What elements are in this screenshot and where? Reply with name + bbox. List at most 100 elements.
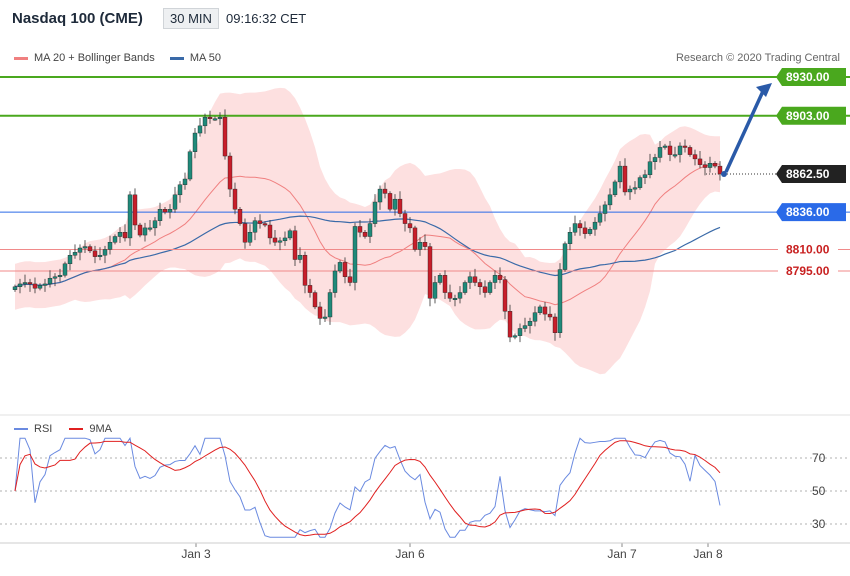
rsi-ma-legend-label: 9MA (89, 423, 113, 435)
candle-body (292, 230, 298, 260)
x-tick-label: Jan 6 (395, 547, 425, 561)
level-label-box (776, 165, 846, 183)
candle-body (67, 254, 73, 265)
candle-body (72, 252, 78, 256)
legend-ma50-label: MA 50 (189, 52, 222, 64)
candle-body (282, 237, 288, 242)
candle-body (472, 276, 478, 283)
level-label: 8903.00 (786, 109, 830, 123)
candle-body (562, 243, 568, 270)
rsi-tick-label: 30 (812, 517, 826, 531)
candle-body (27, 282, 33, 285)
timestamp: 09:16:32 CET (226, 11, 307, 26)
candle-body (647, 161, 653, 175)
candle-body (262, 223, 268, 226)
candle-body (387, 193, 393, 210)
candle-body (352, 226, 358, 283)
candle-body (87, 246, 93, 252)
candle-body (697, 158, 703, 165)
level-label-box (776, 68, 846, 86)
candle-body (512, 335, 518, 338)
candle-body (177, 184, 183, 196)
level-label-box (778, 262, 838, 280)
level-label-box (776, 203, 846, 222)
candle-body (402, 213, 408, 224)
legend-bb: MA 20 + Bollinger Bands (14, 52, 155, 64)
candle-body (502, 279, 508, 312)
candle-body (567, 231, 573, 244)
level-label: 8810.00 (786, 242, 830, 256)
candle-body (477, 282, 483, 288)
candle-body (607, 194, 613, 206)
candle-body (302, 254, 308, 286)
candle-body (442, 275, 448, 293)
candle-body (112, 236, 118, 243)
candle-body (497, 275, 503, 280)
candle-body (662, 145, 668, 148)
candle-body (37, 285, 43, 289)
candle-body (507, 311, 513, 338)
candle-body (147, 227, 153, 230)
candle-body (257, 220, 263, 224)
candle-body (17, 283, 23, 288)
candle-body (127, 194, 133, 239)
last-price-dot (721, 171, 727, 177)
candle-body (22, 282, 28, 285)
level-label: 8795.00 (786, 264, 830, 278)
timeframe-selector[interactable]: 30 MIN (163, 8, 219, 29)
candle-body (227, 155, 233, 190)
candle-body (307, 285, 313, 293)
level-label-box (778, 240, 838, 259)
candle-body (327, 292, 333, 318)
candle-body (717, 165, 723, 175)
candle-body (137, 224, 143, 236)
candle-body (422, 242, 428, 247)
candle-body (407, 223, 413, 229)
candle-body (362, 231, 368, 237)
candle-body (447, 292, 453, 299)
forecast-arrow-head (756, 83, 772, 97)
candle-body (452, 298, 458, 301)
candle-body (57, 275, 63, 278)
candle-body (612, 181, 618, 196)
candle-body (102, 249, 108, 256)
candle-body (427, 246, 433, 299)
candle-body (617, 165, 623, 183)
candle-body (212, 118, 218, 121)
candle-body (577, 223, 583, 229)
candle-body (107, 242, 113, 250)
ma20-line (14, 163, 721, 306)
candle-body (322, 316, 328, 319)
candle-body (392, 198, 398, 210)
candle-body (122, 231, 128, 239)
candle-body (627, 188, 633, 193)
candle-body (347, 276, 353, 283)
candle-body (462, 282, 468, 293)
main-legend: MA 20 + Bollinger Bands MA 50 (14, 52, 233, 64)
candle-body (707, 163, 713, 168)
candle-body (82, 246, 88, 249)
candle-body (532, 312, 538, 322)
candle-body (432, 282, 438, 299)
candle-body (197, 125, 203, 134)
candle-body (332, 270, 338, 293)
candle-body (237, 209, 243, 224)
candle-body (517, 328, 523, 336)
candle-body (152, 220, 158, 229)
legend-bb-label: MA 20 + Bollinger Bands (34, 52, 155, 64)
candle-body (602, 204, 608, 214)
candle-body (712, 163, 718, 167)
instrument-title: Nasdaq 100 (CME) (12, 10, 143, 27)
candle-body (377, 188, 383, 203)
candle-body (637, 177, 643, 188)
rsi-legend: RSI 9MA (14, 423, 126, 435)
candle-body (192, 132, 198, 152)
candle-body (702, 164, 708, 168)
candle-body (682, 145, 688, 148)
candle-body (142, 227, 148, 236)
candle-body (582, 227, 588, 234)
legend-ma50: MA 50 (169, 52, 222, 64)
candle-body (172, 194, 178, 210)
candle-body (337, 262, 343, 272)
